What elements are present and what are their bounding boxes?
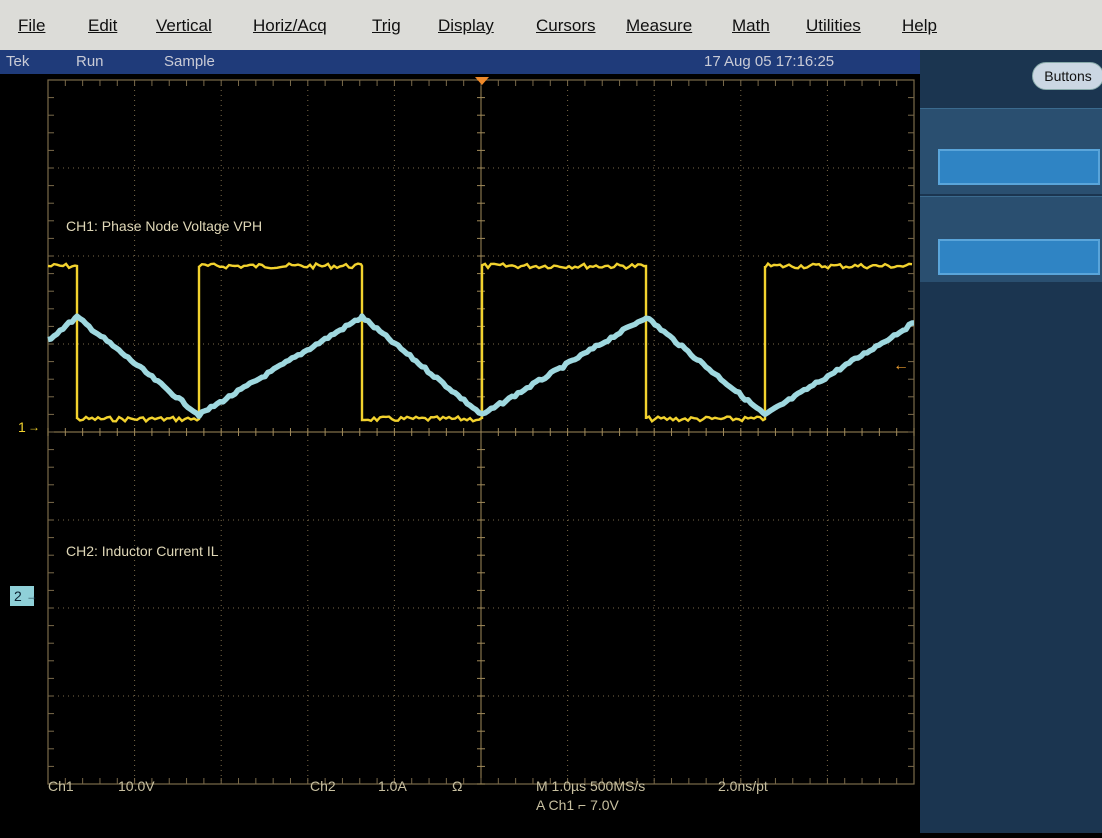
menu-horiz-acq[interactable]: Horiz/Acq xyxy=(253,16,327,35)
menu-edit[interactable]: Edit xyxy=(88,16,118,35)
ch2-scale[interactable]: 1.0A xyxy=(378,778,407,794)
svg-text:→: → xyxy=(28,420,40,434)
scope-display[interactable]: ← CH1: Phase Node Voltage VPH CH2: Induc… xyxy=(0,74,920,833)
run-state: Run xyxy=(76,53,104,70)
menu-vertical[interactable]: Vertical xyxy=(156,16,212,35)
side-panel: Buttons xyxy=(920,50,1102,833)
datetime: 17 Aug 05 17:16:25 xyxy=(704,53,835,70)
buttons-toggle[interactable]: Buttons xyxy=(1032,62,1102,90)
ch2-waveform xyxy=(47,313,915,419)
menu-display[interactable]: Display xyxy=(438,16,494,35)
menu-trig[interactable]: Trig xyxy=(372,16,401,35)
ch2-coupling: Ω xyxy=(452,778,462,794)
menu-math[interactable]: Math xyxy=(732,16,770,35)
ch1-label: CH1: Phase Node Voltage VPH xyxy=(66,218,262,234)
menu-cursors[interactable]: Cursors xyxy=(536,16,596,35)
menu-bar: File Edit Vertical Horiz/Acq Trig Displa… xyxy=(0,0,1102,51)
resolution-readout: 2.0ns/pt xyxy=(718,778,768,794)
ch1-scale[interactable]: 10.0V xyxy=(118,778,155,794)
menu-help[interactable]: Help xyxy=(902,16,937,35)
svg-text:→: → xyxy=(26,589,38,603)
readout-area: Ch1 10.0V Ch2 1.0A Ω M 1.0µs 500MS/s 2.0… xyxy=(48,778,768,813)
svg-text:1: 1 xyxy=(18,419,26,435)
ch1-waveform xyxy=(47,261,913,424)
acquisition-mode: Sample xyxy=(164,53,215,70)
ch2-name[interactable]: Ch2 xyxy=(310,778,336,794)
waveform-svg: ← CH1: Phase Node Voltage VPH CH2: Induc… xyxy=(10,77,915,813)
side-panel-control-1[interactable] xyxy=(938,149,1100,185)
side-panel-section-2 xyxy=(920,196,1102,282)
svg-text:2: 2 xyxy=(14,588,22,604)
menu-measure[interactable]: Measure xyxy=(626,16,693,35)
side-panel-section-1 xyxy=(920,108,1102,194)
graticule xyxy=(47,79,915,785)
status-bar: Tek Run Sample 17 Aug 05 17:16:25 xyxy=(0,50,920,74)
trigger-readout[interactable]: A Ch1 ⌐ 7.0V xyxy=(536,797,620,813)
ch2-label: CH2: Inductor Current IL xyxy=(66,543,219,559)
ch1-name[interactable]: Ch1 xyxy=(48,778,74,794)
ch1-ground-marker[interactable]: 1 → xyxy=(18,419,40,435)
menu-utilities[interactable]: Utilities xyxy=(806,16,861,35)
menu-file[interactable]: File xyxy=(18,16,46,35)
side-panel-control-2[interactable] xyxy=(938,239,1100,275)
brand-label: Tek xyxy=(6,53,30,70)
timebase-readout[interactable]: M 1.0µs 500MS/s xyxy=(536,778,645,794)
trigger-position-marker[interactable] xyxy=(475,77,489,85)
ch2-ground-marker[interactable]: 2 → xyxy=(10,586,38,606)
trigger-level-marker[interactable]: ← xyxy=(893,357,909,374)
